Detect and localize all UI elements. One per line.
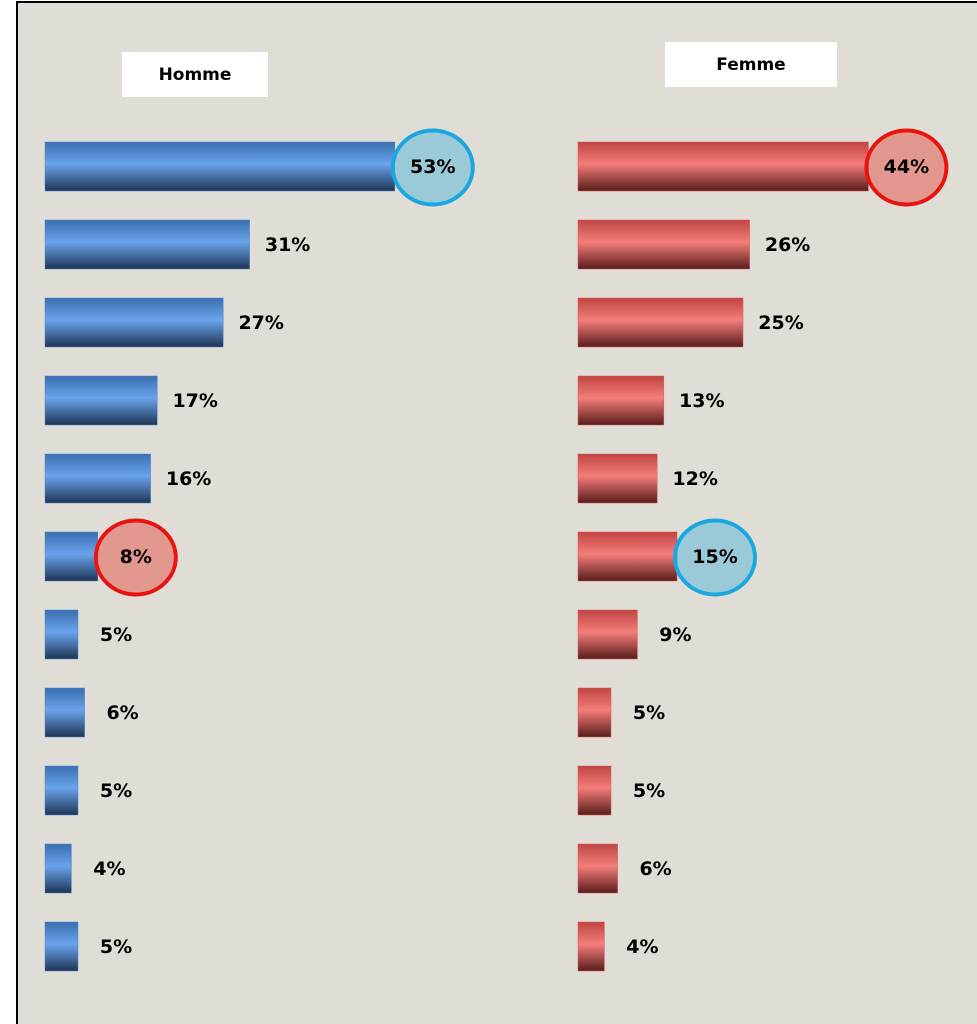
panel-title: Femme	[716, 55, 785, 75]
value-label: 5%	[100, 936, 132, 958]
value-label: 5%	[633, 780, 665, 802]
value-label: 15%	[692, 546, 737, 568]
bar	[577, 531, 678, 582]
value-label: 25%	[758, 312, 803, 334]
panel-title: Homme	[159, 65, 232, 85]
highlight-circle	[93, 518, 178, 597]
bar	[577, 141, 869, 192]
value-label: 31%	[265, 234, 310, 256]
bar	[44, 687, 85, 738]
bar	[44, 609, 79, 660]
bar	[44, 921, 79, 972]
highlight-circle	[390, 128, 475, 207]
bar	[577, 765, 612, 816]
bar	[577, 921, 605, 972]
bar	[577, 297, 744, 348]
bar	[577, 687, 612, 738]
bar	[577, 609, 638, 660]
value-label: 16%	[166, 468, 211, 490]
bar	[577, 219, 750, 270]
bar	[44, 765, 79, 816]
value-label: 6%	[106, 702, 138, 724]
value-label: 5%	[100, 624, 132, 646]
value-label: 27%	[238, 312, 283, 334]
value-label: 53%	[410, 156, 455, 178]
value-label: 8%	[120, 546, 152, 568]
title-box	[122, 52, 268, 97]
bar	[44, 375, 158, 426]
bar	[577, 843, 618, 894]
value-label: 13%	[679, 390, 724, 412]
value-label: 4%	[626, 936, 658, 958]
value-label: 5%	[100, 780, 132, 802]
highlight-circle	[864, 128, 949, 207]
value-label: 5%	[633, 702, 665, 724]
value-label: 26%	[765, 234, 810, 256]
value-label: 4%	[93, 858, 125, 880]
value-label: 17%	[172, 390, 217, 412]
bar	[44, 219, 250, 270]
title-box	[665, 42, 837, 87]
bar	[44, 297, 224, 348]
bar	[44, 141, 396, 192]
bar	[44, 453, 151, 504]
bar	[577, 453, 658, 504]
value-label: 9%	[659, 624, 691, 646]
highlight-circle	[673, 518, 757, 597]
bar	[44, 843, 72, 894]
bar	[44, 531, 99, 582]
value-label: 12%	[672, 468, 717, 490]
value-label: 44%	[884, 156, 929, 178]
value-label: 6%	[639, 858, 671, 880]
bar	[577, 375, 665, 426]
